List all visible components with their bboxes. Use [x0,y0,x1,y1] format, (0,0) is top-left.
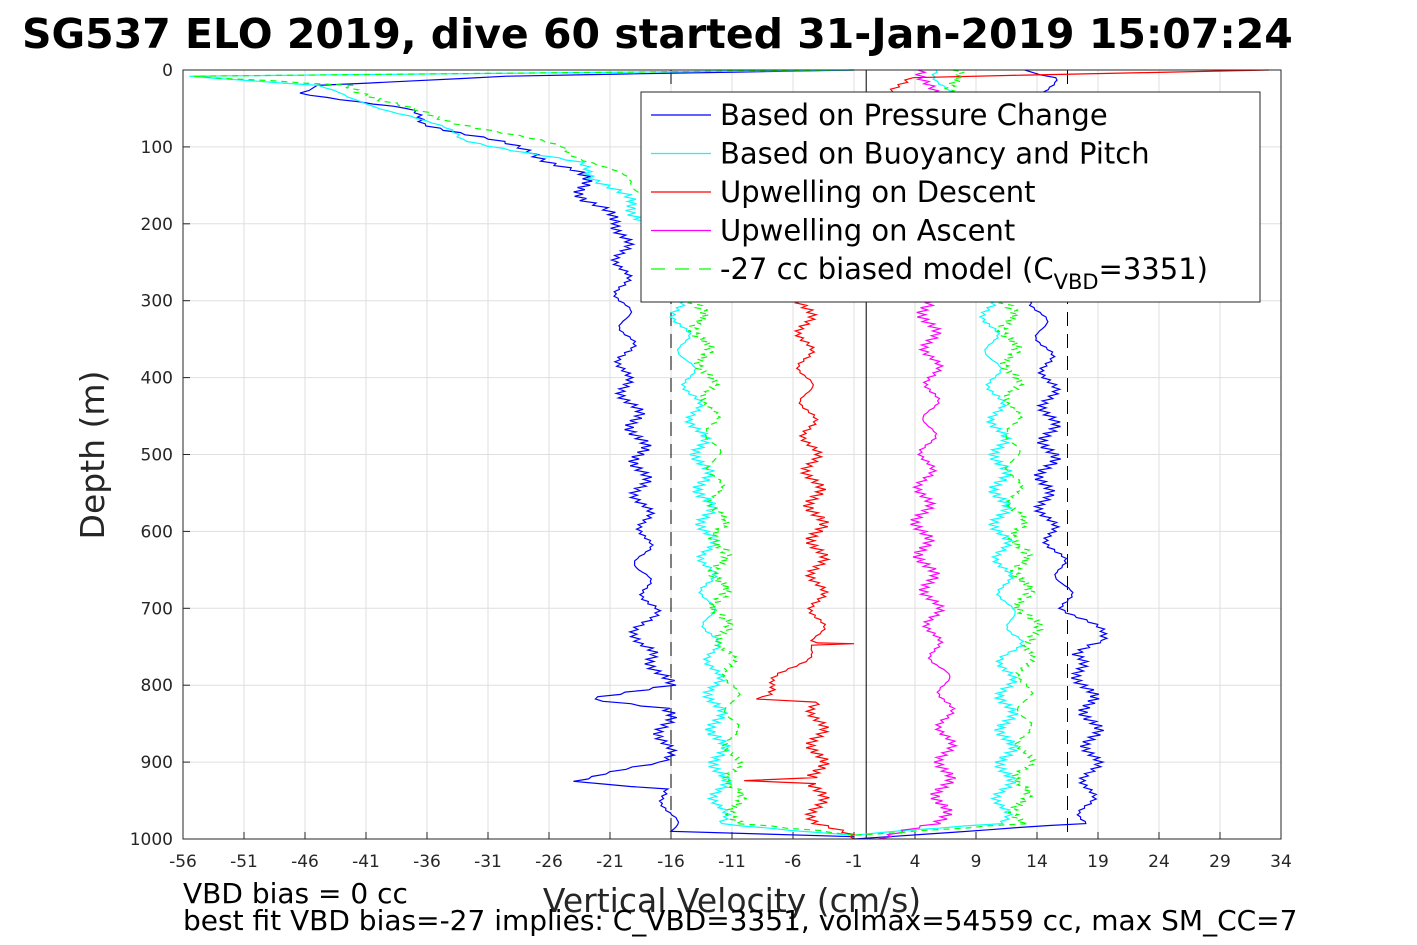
y-tick-label: 0 [162,61,173,81]
y-tick-labels: 0 100 200 300 400 500 600 700 800 900 1000 [130,61,173,850]
x-tick-label: -56 [169,852,197,872]
legend-box [640,91,1261,303]
x-tick-label: 14 [1026,852,1048,872]
x-tick-label: -26 [535,852,563,872]
x-tick-label: -46 [291,852,319,872]
y-tick-label: 400 [141,369,173,389]
y-tick-label: 500 [141,446,173,466]
x-tick-label: -51 [230,852,258,872]
legend-entry: Based on Pressure Change [720,98,1108,132]
y-tick-label: 800 [141,676,173,696]
y-axis-label: Depth (m) [73,371,112,540]
series-line-5-descent [193,69,855,836]
y-tick-label: 600 [141,522,173,542]
x-axis-label: Vertical Velocity (cm/s) [543,881,921,920]
y-tick-label: 900 [141,753,173,773]
x-tick-label: 9 [971,852,982,872]
legend-entry: Based on Buoyancy and Pitch [720,137,1150,171]
x-tick-label: -11 [718,852,746,872]
x-tick-labels: -56 -51 -46 -41 -36 -31 -26 -21 -16 -11 -6 -1 4 9 14 19… [169,852,1292,872]
legend-entry: Upwelling on Descent [720,175,1036,209]
x-tick-label: -36 [413,852,441,872]
x-tick-label: 34 [1270,852,1292,872]
legend: Based on Pressure Change Based on Buoyanc… [640,91,1261,303]
y-tick-label: 300 [141,292,173,312]
x-tick-label: -41 [352,852,380,872]
y-tick-label: 700 [141,599,173,619]
x-tick-label: -31 [474,852,502,872]
x-tick-label: 29 [1209,852,1231,872]
x-tick-label: 24 [1148,852,1170,872]
x-tick-label: -1 [846,852,863,872]
x-tick-label: 4 [910,852,921,872]
legend-entry: Upwelling on Ascent [720,214,1015,248]
footer-best-fit: best fit VBD bias=-27 implies: C_VBD=335… [183,904,1297,937]
plot-box [182,69,1282,840]
series-line-2-descent [189,69,855,836]
footer-vbd-bias: VBD bias = 0 cc [183,877,408,910]
y-tick-label: 1000 [130,830,173,850]
y-tick-label: 100 [141,138,173,158]
y-tick-label: 200 [141,215,173,235]
x-tick-label: -16 [657,852,685,872]
legend-entry: -27 cc biased model (CVBD=3351) [720,252,1208,294]
x-tick-label: 19 [1087,852,1109,872]
x-tick-label: -6 [785,852,802,872]
x-tick-label: -21 [596,852,624,872]
series-line-1-descent [299,69,855,838]
chart-title: SG537 ELO 2019, dive 60 started 31-Jan-2… [22,10,1293,58]
